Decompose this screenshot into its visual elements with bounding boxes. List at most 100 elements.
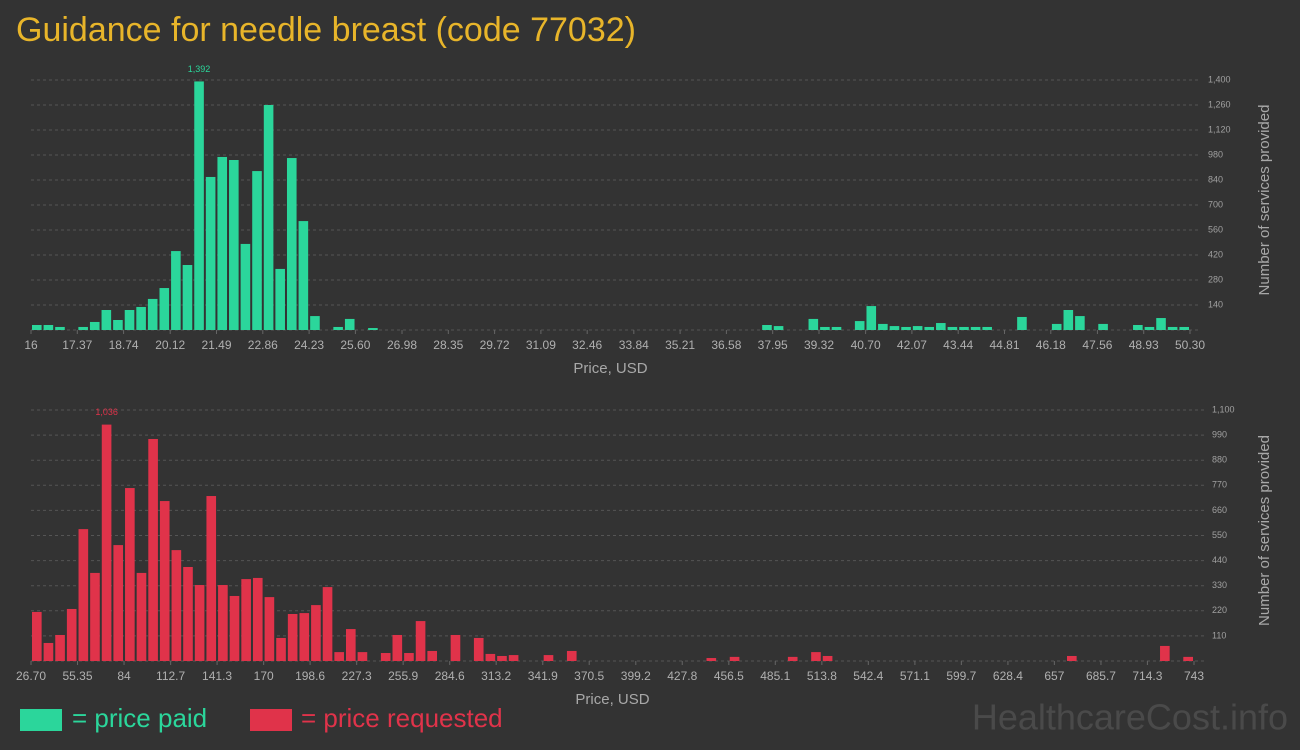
bar — [183, 566, 193, 661]
y-tick-label: 550 — [1212, 530, 1227, 540]
bar — [982, 326, 992, 330]
bar — [959, 326, 969, 330]
x-tick-label: 313.2 — [481, 669, 511, 683]
bar — [345, 629, 356, 661]
bar — [78, 326, 88, 330]
x-tick-label: 29.72 — [480, 338, 510, 352]
bar — [392, 634, 403, 661]
x-tick-label: 198.6 — [295, 669, 325, 683]
bar — [912, 326, 923, 330]
x-tick-label: 571.1 — [900, 669, 930, 683]
y-tick-label: 700 — [1208, 199, 1223, 209]
bar — [263, 105, 274, 330]
bar — [1063, 310, 1074, 330]
bar — [90, 572, 100, 661]
bar — [334, 652, 344, 661]
x-tick-label: 33.84 — [619, 338, 649, 352]
bar — [787, 656, 798, 661]
bar — [706, 658, 717, 661]
y-tick-label: 440 — [1212, 555, 1227, 565]
bar — [125, 488, 135, 661]
legend-swatch — [20, 709, 62, 731]
x-tick-label: 17.37 — [62, 338, 92, 352]
bar — [287, 613, 298, 661]
x-axis-title: Price, USD — [573, 360, 647, 377]
bar — [889, 326, 900, 330]
bar — [124, 310, 135, 330]
x-tick-label: 170 — [254, 669, 274, 683]
x-tick-label: 685.7 — [1086, 669, 1116, 683]
bar — [89, 321, 100, 330]
bar — [566, 650, 577, 661]
bar — [970, 326, 981, 330]
bar — [286, 158, 297, 330]
bar — [217, 156, 228, 330]
x-tick-label: 84 — [117, 669, 131, 683]
x-tick-label: 427.8 — [667, 669, 697, 683]
bar — [240, 243, 251, 330]
y-tick-label: 880 — [1212, 455, 1227, 465]
bar — [276, 637, 286, 661]
bar — [322, 587, 333, 661]
bar — [311, 605, 321, 661]
x-tick-label: 599.7 — [946, 669, 976, 683]
bar — [275, 268, 285, 330]
bar — [159, 501, 170, 661]
bar — [182, 265, 193, 330]
bar — [218, 585, 228, 661]
x-tick-label: 25.60 — [340, 338, 370, 352]
bar — [866, 306, 877, 330]
x-tick-label: 22.86 — [248, 338, 278, 352]
x-tick-label: 42.07 — [897, 338, 927, 352]
bar — [229, 160, 239, 330]
bar — [811, 652, 821, 661]
x-tick-label: 456.5 — [714, 669, 744, 683]
x-tick-label: 255.9 — [388, 669, 418, 683]
bar — [32, 325, 42, 330]
bar — [206, 496, 217, 661]
bar — [854, 321, 865, 330]
x-tick-label: 39.32 — [804, 338, 834, 352]
y-tick-label: 1,260 — [1208, 99, 1231, 109]
x-tick-label: 40.70 — [851, 338, 881, 352]
y-tick-label: 1,100 — [1212, 404, 1235, 414]
y-tick-label: 420 — [1208, 249, 1223, 259]
bar — [171, 550, 182, 661]
bar — [55, 634, 65, 661]
bar — [113, 320, 123, 330]
bar — [136, 572, 147, 661]
bar — [101, 424, 112, 661]
bar — [1051, 323, 1062, 330]
x-tick-label: 43.44 — [943, 338, 973, 352]
x-tick-label: 36.58 — [711, 338, 741, 352]
x-axis-title: Price, USD — [575, 691, 649, 708]
y-tick-label: 1,120 — [1208, 124, 1231, 134]
y-tick-label: 660 — [1212, 505, 1227, 515]
bar — [159, 288, 170, 330]
bar — [194, 81, 204, 330]
x-tick-label: 485.1 — [760, 669, 790, 683]
x-tick-label: 341.9 — [528, 669, 558, 683]
bar — [473, 637, 484, 661]
x-tick-label: 513.8 — [807, 669, 837, 683]
x-tick-label: 743 — [1184, 669, 1204, 683]
bar — [901, 326, 911, 330]
y-tick-label: 220 — [1212, 605, 1227, 615]
x-tick-label: 20.12 — [155, 338, 185, 352]
y-tick-label: 330 — [1212, 580, 1227, 590]
bar — [1156, 318, 1166, 330]
x-tick-label: 370.5 — [574, 669, 604, 683]
bar — [1017, 316, 1027, 330]
bar — [148, 438, 158, 661]
y-tick-label: 140 — [1208, 299, 1223, 309]
bar — [78, 529, 89, 661]
bar — [427, 650, 438, 661]
bar — [1179, 326, 1189, 330]
y-tick-label: 1,400 — [1208, 74, 1231, 84]
x-tick-label: 227.3 — [342, 669, 372, 683]
bar — [822, 655, 833, 661]
bar — [508, 655, 519, 661]
y-tick-label: 980 — [1208, 149, 1223, 159]
bar — [729, 656, 740, 661]
